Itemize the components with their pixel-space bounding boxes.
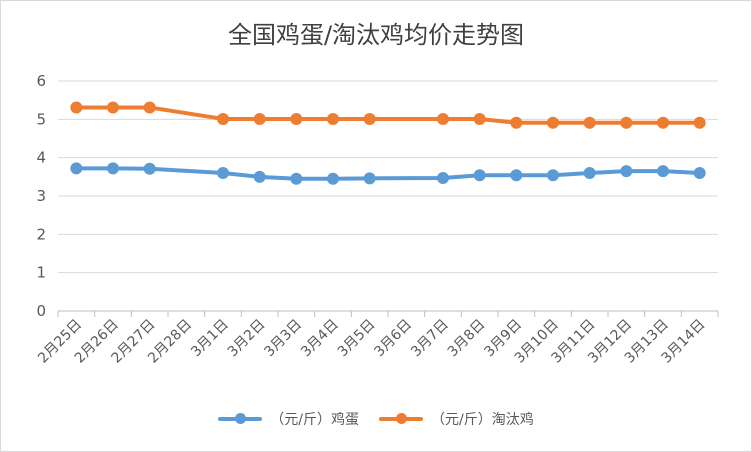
y-tick-label: 1 — [36, 264, 46, 282]
data-point — [620, 165, 633, 178]
y-tick-label: 2 — [36, 225, 46, 243]
data-point — [693, 167, 706, 179]
data-point — [143, 162, 156, 175]
data-point — [290, 112, 303, 125]
data-point — [657, 165, 669, 178]
data-point — [547, 169, 559, 182]
legend-swatch — [379, 413, 423, 425]
data-point — [363, 112, 376, 125]
data-point — [70, 101, 83, 114]
series-line-1 — [74, 166, 702, 181]
data-point — [693, 116, 706, 129]
x-tick-label: 3月3日 — [261, 317, 305, 361]
y-tick-label: 6 — [36, 72, 46, 90]
data-point — [363, 172, 376, 185]
y-tick-label: 4 — [36, 149, 46, 167]
legend-item-2: （元/斤）淘汰鸡 — [379, 409, 534, 429]
data-point — [437, 112, 449, 125]
legend-item-1: （元/斤）鸡蛋 — [218, 409, 359, 429]
data-point — [437, 171, 449, 184]
y-tick-label: 3 — [36, 187, 46, 205]
x-tick-label: 3月7日 — [408, 317, 452, 361]
legend-label: （元/斤）鸡蛋 — [270, 412, 359, 428]
data-point — [620, 116, 633, 129]
legend: （元/斤）鸡蛋 （元/斤）淘汰鸡 — [1, 409, 751, 429]
chart-title: 全国鸡蛋/淘汰鸡均价走势图 — [227, 21, 525, 49]
x-tick-label: 3月8日 — [445, 317, 489, 361]
data-point — [253, 170, 266, 183]
x-tick-label: 3月1日 — [188, 317, 232, 361]
legend-swatch — [218, 413, 263, 425]
data-point — [473, 112, 486, 125]
data-point — [327, 172, 339, 185]
x-tick-label: 3月2日 — [225, 317, 269, 361]
x-tick-label: 3月5日 — [335, 317, 379, 361]
data-point — [217, 112, 229, 125]
data-point — [107, 162, 119, 175]
data-point — [290, 172, 303, 185]
x-tick-label: 3月6日 — [371, 317, 415, 361]
data-point — [143, 101, 156, 114]
legend-label: （元/斤）淘汰鸡 — [431, 412, 534, 428]
x-tick-label: 3月4日 — [298, 317, 342, 361]
data-point — [510, 169, 523, 182]
data-point — [657, 116, 669, 129]
y-tick-label: 0 — [36, 302, 46, 320]
data-point — [583, 116, 596, 129]
data-point — [473, 169, 486, 182]
data-point — [510, 116, 523, 129]
data-point — [583, 167, 596, 179]
data-point — [253, 112, 266, 125]
data-point — [107, 101, 119, 114]
series-line-2 — [74, 105, 702, 125]
data-point — [217, 167, 229, 179]
data-point — [70, 162, 83, 175]
y-tick-label: 5 — [36, 110, 46, 128]
data-point — [547, 116, 559, 129]
data-point — [327, 112, 339, 125]
